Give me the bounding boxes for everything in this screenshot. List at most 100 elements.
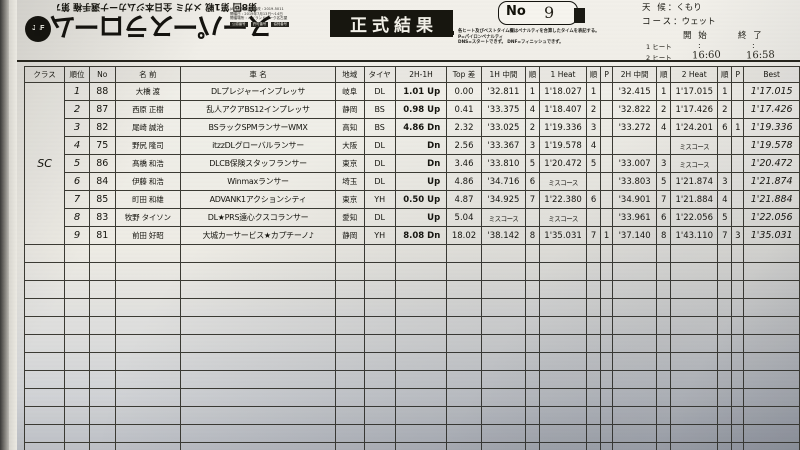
sheet-header: JAF 第8回 第1戦 メガミ 全日本ジムカーナ選手権 第7戦 スーパースラロー… xyxy=(17,0,800,62)
cell-empty-h2h1 xyxy=(394,388,448,407)
cell-o1: 6 xyxy=(524,172,541,191)
cell-o3: 6 xyxy=(656,208,672,227)
col-header-p1: P xyxy=(600,66,614,83)
cell-h2h1-direction: Up xyxy=(427,212,441,223)
table-row: 9 81 前田 好昭 大城カーサービス★カプチーノ♪ 静岡 YH 8.08 Dn 18.02'3… xyxy=(25,226,800,245)
sheet-number-label: No xyxy=(506,4,526,19)
cell-h2h1-value xyxy=(396,159,427,169)
cell-pos: 8 xyxy=(64,208,90,227)
cell-pos: 1 xyxy=(64,82,90,101)
cell-best: 1'35.031 xyxy=(743,226,800,245)
heat-row-2: 2 ヒート 16:60 16:58 xyxy=(642,50,800,63)
cell-p1 xyxy=(600,100,614,119)
cell-topdiff: 2.56 xyxy=(446,136,482,155)
cell-empty-car xyxy=(180,352,336,371)
cell-empty-pos xyxy=(64,406,90,425)
cell-empty-region xyxy=(335,352,365,371)
penalty-note-line: 各ヒート及びベストタイム欄はペナルティを合算したタイムを表記する。 xyxy=(458,29,600,34)
cell-empty-o1 xyxy=(524,442,541,450)
cell-o1: 4 xyxy=(524,100,541,119)
cell-empty-cls xyxy=(23,370,66,389)
table-row-empty xyxy=(23,298,800,317)
cell-empty-cls xyxy=(23,406,66,425)
cell-o4: 7 xyxy=(717,226,733,245)
cell-heat1: 1'19.336 xyxy=(539,118,588,137)
cell-empty-p1 xyxy=(600,334,614,353)
cell-empty-car xyxy=(180,334,336,353)
cell-empty-o1 xyxy=(524,244,541,263)
cell-empty-car xyxy=(180,424,336,443)
organizer-badge-icon: JAF xyxy=(25,16,51,42)
cell-pos: 3 xyxy=(64,118,90,137)
cell-name: 大橋 渡 xyxy=(114,82,182,101)
cell-o3: 7 xyxy=(656,190,672,209)
cell-best: 1'17.426 xyxy=(743,100,800,119)
cell-h2h1-direction: Up xyxy=(427,86,441,97)
cell-h2mid: '33.007 xyxy=(612,154,658,173)
table-row-empty xyxy=(23,262,800,281)
cell-tyre: DL xyxy=(363,208,396,227)
cell-h2mid: '33.272 xyxy=(612,118,658,137)
cell-h2h1: 0.98 Up xyxy=(394,100,448,119)
cell-o3: 5 xyxy=(656,172,672,191)
cell-empty-o1 xyxy=(524,424,541,443)
col-header-no: No xyxy=(88,66,116,83)
cell-name: 伊藤 和浩 xyxy=(114,172,182,191)
cell-h2h1: Up xyxy=(394,208,448,227)
cell-name: 西原 正樹 xyxy=(114,100,182,119)
cell-o3: 2 xyxy=(656,100,672,119)
cell-best: 1'21.874 xyxy=(743,172,800,191)
cell-empty-tyre xyxy=(363,424,396,443)
course-label: コース xyxy=(642,17,674,27)
cell-empty-name xyxy=(114,334,182,353)
cell-empty-p2 xyxy=(731,370,745,389)
cell-empty-name xyxy=(114,388,182,407)
cell-empty-cls xyxy=(23,262,66,281)
cell-p2: 1 xyxy=(731,118,745,137)
cell-h2h1-value: 0.98 xyxy=(403,104,425,115)
cell-empty-heat1 xyxy=(539,442,588,450)
col-header-o4: 順 xyxy=(717,66,733,83)
sheet-number-value: 9 xyxy=(544,3,555,22)
cell-empty-h1mid xyxy=(480,298,526,317)
cell-empty-best xyxy=(743,388,800,407)
cell-pos: 9 xyxy=(64,226,90,245)
cell-empty-topdiff xyxy=(446,388,482,407)
table-row-empty xyxy=(23,334,800,353)
col-header-heat2: 2 Heat xyxy=(670,66,719,83)
col-header-o3: 順 xyxy=(656,66,672,83)
header-divider xyxy=(17,60,800,62)
cell-best: 1'21.884 xyxy=(743,190,800,209)
cell-empty-h1mid xyxy=(480,352,526,371)
cell-empty-heat2 xyxy=(670,370,719,389)
page-left-edge xyxy=(0,0,9,450)
table-row: 4 75 野尻 隆司 itzzDLグローバルランサー 大阪 DL Dn 2.56'33.367… xyxy=(25,136,800,155)
cell-p2 xyxy=(731,154,745,173)
cell-o4: 3 xyxy=(717,172,733,191)
cell-car: 大城カーサービス★カプチーノ♪ xyxy=(180,226,336,245)
cell-empty-name xyxy=(114,370,182,389)
table-row: 7 85 町田 和雄 ADVANK1アクションシティ 東京 YH 0.50 Up 4.87'34… xyxy=(25,190,800,209)
cell-empty-h1mid xyxy=(480,262,526,281)
cell-empty-p2 xyxy=(731,262,745,281)
cell-empty-p1 xyxy=(600,388,614,407)
cell-tyre: BS xyxy=(363,118,396,137)
cell-empty-pos xyxy=(64,244,90,263)
cell-empty-pos xyxy=(64,262,90,281)
cell-empty-cls xyxy=(23,280,66,299)
table-row: SC 1 88 大橋 渡 DLプレジャーインプレッサ 岐阜 DL 1.01 Up 0.00'32.… xyxy=(23,82,800,245)
cell-no: 75 xyxy=(88,136,116,155)
cell-o3: 1 xyxy=(656,82,672,101)
cell-empty-heat2 xyxy=(670,352,719,371)
cell-empty-no xyxy=(88,370,116,389)
cell-o4: 2 xyxy=(717,100,733,119)
cell-empty-name xyxy=(114,442,182,450)
cell-empty-tyre xyxy=(363,406,396,425)
table-row: 2 87 西原 正樹 乱人アクアBS12インプレッサ 静岡 BS 0.98 Up 0.41'33… xyxy=(25,100,800,119)
cell-empty-heat1 xyxy=(539,388,588,407)
fineprint-line: 開催場所 : ハイランドパーク名古屋 xyxy=(230,16,288,21)
cell-h2h1-value: 8.08 xyxy=(403,230,425,241)
table-row-empty xyxy=(23,406,800,425)
cell-empty-heat2 xyxy=(670,388,719,407)
cell-h2h1-value: 4.86 xyxy=(403,122,425,133)
